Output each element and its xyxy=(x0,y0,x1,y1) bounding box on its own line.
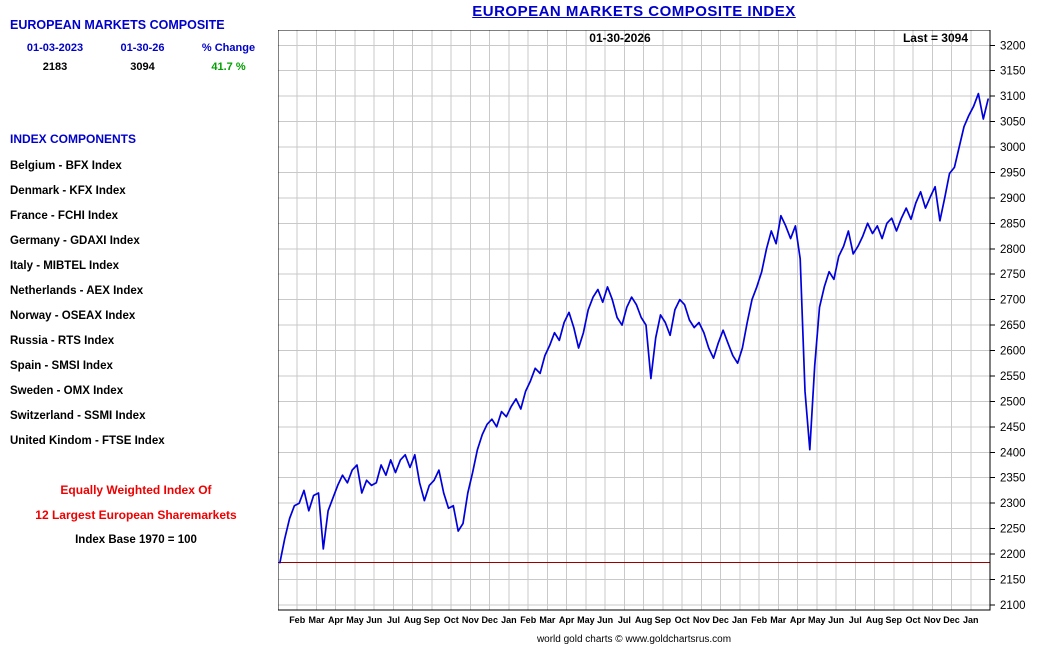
svg-text:2550: 2550 xyxy=(1000,371,1026,383)
svg-text:2500: 2500 xyxy=(1000,396,1026,408)
svg-text:Apr: Apr xyxy=(328,615,344,625)
svg-text:Sep: Sep xyxy=(424,615,441,625)
component-item: United Kindom - FTSE Index xyxy=(10,435,165,447)
component-item: Denmark - KFX Index xyxy=(10,185,126,197)
plot-border xyxy=(277,29,991,611)
svg-text:Jul: Jul xyxy=(618,615,631,625)
gridlines xyxy=(278,30,990,610)
svg-text:2100: 2100 xyxy=(1000,600,1026,612)
svg-text:Aug: Aug xyxy=(635,615,653,625)
chart-date-annotation: 01-30-2026 xyxy=(589,31,651,45)
svg-text:Feb: Feb xyxy=(751,615,768,625)
component-item: Germany - GDAXI Index xyxy=(10,235,140,247)
component-item: Switzerland - SSMI Index xyxy=(10,410,146,422)
change-label: % Change xyxy=(201,41,256,54)
component-item: Spain - SMSI Index xyxy=(10,360,113,372)
change-value: 41.7 % xyxy=(211,60,246,73)
svg-text:2150: 2150 xyxy=(1000,575,1026,587)
svg-text:Sep: Sep xyxy=(655,615,672,625)
svg-text:2900: 2900 xyxy=(1000,193,1026,205)
x-axis-labels: Feb Mar Apr May Jun Jul Aug Sep Oct Nov Dec Jan Feb M… xyxy=(289,615,978,625)
svg-text:2800: 2800 xyxy=(1000,244,1026,256)
svg-text:2200: 2200 xyxy=(1000,549,1026,561)
svg-text:May: May xyxy=(808,615,826,625)
component-item: Sweden - OMX Index xyxy=(10,385,124,397)
page-title: EUROPEAN MARKETS COMPOSITE INDEX xyxy=(472,3,796,20)
footnote-red-line2: 12 Largest European Sharemarkets xyxy=(35,508,237,522)
svg-text:Jan: Jan xyxy=(732,615,748,625)
svg-text:Sep: Sep xyxy=(886,615,903,625)
svg-text:Jul: Jul xyxy=(387,615,400,625)
svg-text:Jul: Jul xyxy=(849,615,862,625)
svg-text:Aug: Aug xyxy=(866,615,884,625)
date-to-label: 01-30-26 xyxy=(120,41,165,54)
end-value: 3094 xyxy=(130,60,155,73)
svg-text:3200: 3200 xyxy=(1000,40,1026,52)
footnote-index-base: Index Base 1970 = 100 xyxy=(75,534,197,546)
svg-text:2250: 2250 xyxy=(1000,524,1026,536)
svg-text:Jun: Jun xyxy=(828,615,844,625)
svg-text:2950: 2950 xyxy=(1000,168,1026,180)
svg-text:Mar: Mar xyxy=(308,615,325,625)
svg-text:Dec: Dec xyxy=(943,615,960,625)
component-item: Belgium - BFX Index xyxy=(10,160,122,172)
svg-text:2850: 2850 xyxy=(1000,218,1026,230)
svg-text:May: May xyxy=(577,615,595,625)
svg-text:Feb: Feb xyxy=(520,615,537,625)
svg-text:2400: 2400 xyxy=(1000,447,1026,459)
svg-text:Jan: Jan xyxy=(501,615,517,625)
svg-text:Jun: Jun xyxy=(366,615,382,625)
svg-text:May: May xyxy=(346,615,364,625)
svg-text:Aug: Aug xyxy=(404,615,422,625)
y-axis-labels: 2100 2150 2200 2250 2300 2350 2400 2450 2500 2550… xyxy=(990,40,1026,612)
svg-text:2750: 2750 xyxy=(1000,269,1026,281)
svg-text:3000: 3000 xyxy=(1000,142,1026,154)
chart-plot: 2100 2150 2200 2250 2300 2350 2400 2450 2500 2550… xyxy=(277,29,1026,625)
svg-text:Apr: Apr xyxy=(790,615,806,625)
svg-text:Dec: Dec xyxy=(712,615,729,625)
svg-text:2700: 2700 xyxy=(1000,295,1026,307)
svg-text:2650: 2650 xyxy=(1000,320,1026,332)
svg-text:3100: 3100 xyxy=(1000,91,1026,103)
svg-text:Jan: Jan xyxy=(963,615,979,625)
svg-text:Nov: Nov xyxy=(693,615,710,625)
footnote-red-line1: Equally Weighted Index Of xyxy=(60,483,212,497)
svg-text:Oct: Oct xyxy=(905,615,920,625)
component-item: Norway - OSEAX Index xyxy=(10,310,136,322)
svg-text:3150: 3150 xyxy=(1000,66,1026,78)
svg-text:Dec: Dec xyxy=(481,615,498,625)
component-item: France - FCHI Index xyxy=(10,210,118,222)
attribution-text: world gold charts © www.goldchartsrus.co… xyxy=(536,634,732,645)
svg-text:Feb: Feb xyxy=(289,615,306,625)
svg-text:Oct: Oct xyxy=(675,615,690,625)
summary-header-row: 01-03-2023 01-30-26 % Change xyxy=(10,38,272,57)
svg-text:2600: 2600 xyxy=(1000,346,1026,358)
svg-text:Nov: Nov xyxy=(462,615,479,625)
summary-value-row: 2183 3094 41.7 % xyxy=(10,57,272,76)
price-line xyxy=(279,92,989,564)
svg-text:Apr: Apr xyxy=(559,615,575,625)
date-from-label: 01-03-2023 xyxy=(26,41,84,54)
svg-text:Nov: Nov xyxy=(924,615,941,625)
svg-text:Mar: Mar xyxy=(539,615,556,625)
svg-text:Oct: Oct xyxy=(444,615,459,625)
svg-text:2300: 2300 xyxy=(1000,498,1026,510)
chart-last-annotation: Last = 3094 xyxy=(902,31,968,45)
chart-area: 2100 2150 2200 2250 2300 2350 2400 2450 2500 2550… xyxy=(277,29,1050,630)
components-heading: INDEX COMPONENTS xyxy=(10,132,137,146)
svg-text:3050: 3050 xyxy=(1000,117,1026,129)
svg-text:2450: 2450 xyxy=(1000,422,1026,434)
svg-text:Mar: Mar xyxy=(770,615,787,625)
svg-text:Jun: Jun xyxy=(597,615,613,625)
sidebar-heading: EUROPEAN MARKETS COMPOSITE xyxy=(10,18,225,32)
start-value: 2183 xyxy=(42,60,68,73)
sidebar: EUROPEAN MARKETS COMPOSITE 01-03-2023 01… xyxy=(10,18,272,553)
component-item: Italy - MIBTEL Index xyxy=(10,260,120,272)
component-item: Russia - RTS Index xyxy=(10,335,115,347)
components-list: Belgium - BFX Index Denmark - KFX Index … xyxy=(10,154,272,454)
svg-text:2350: 2350 xyxy=(1000,473,1026,485)
component-item: Netherlands - AEX Index xyxy=(10,285,144,297)
